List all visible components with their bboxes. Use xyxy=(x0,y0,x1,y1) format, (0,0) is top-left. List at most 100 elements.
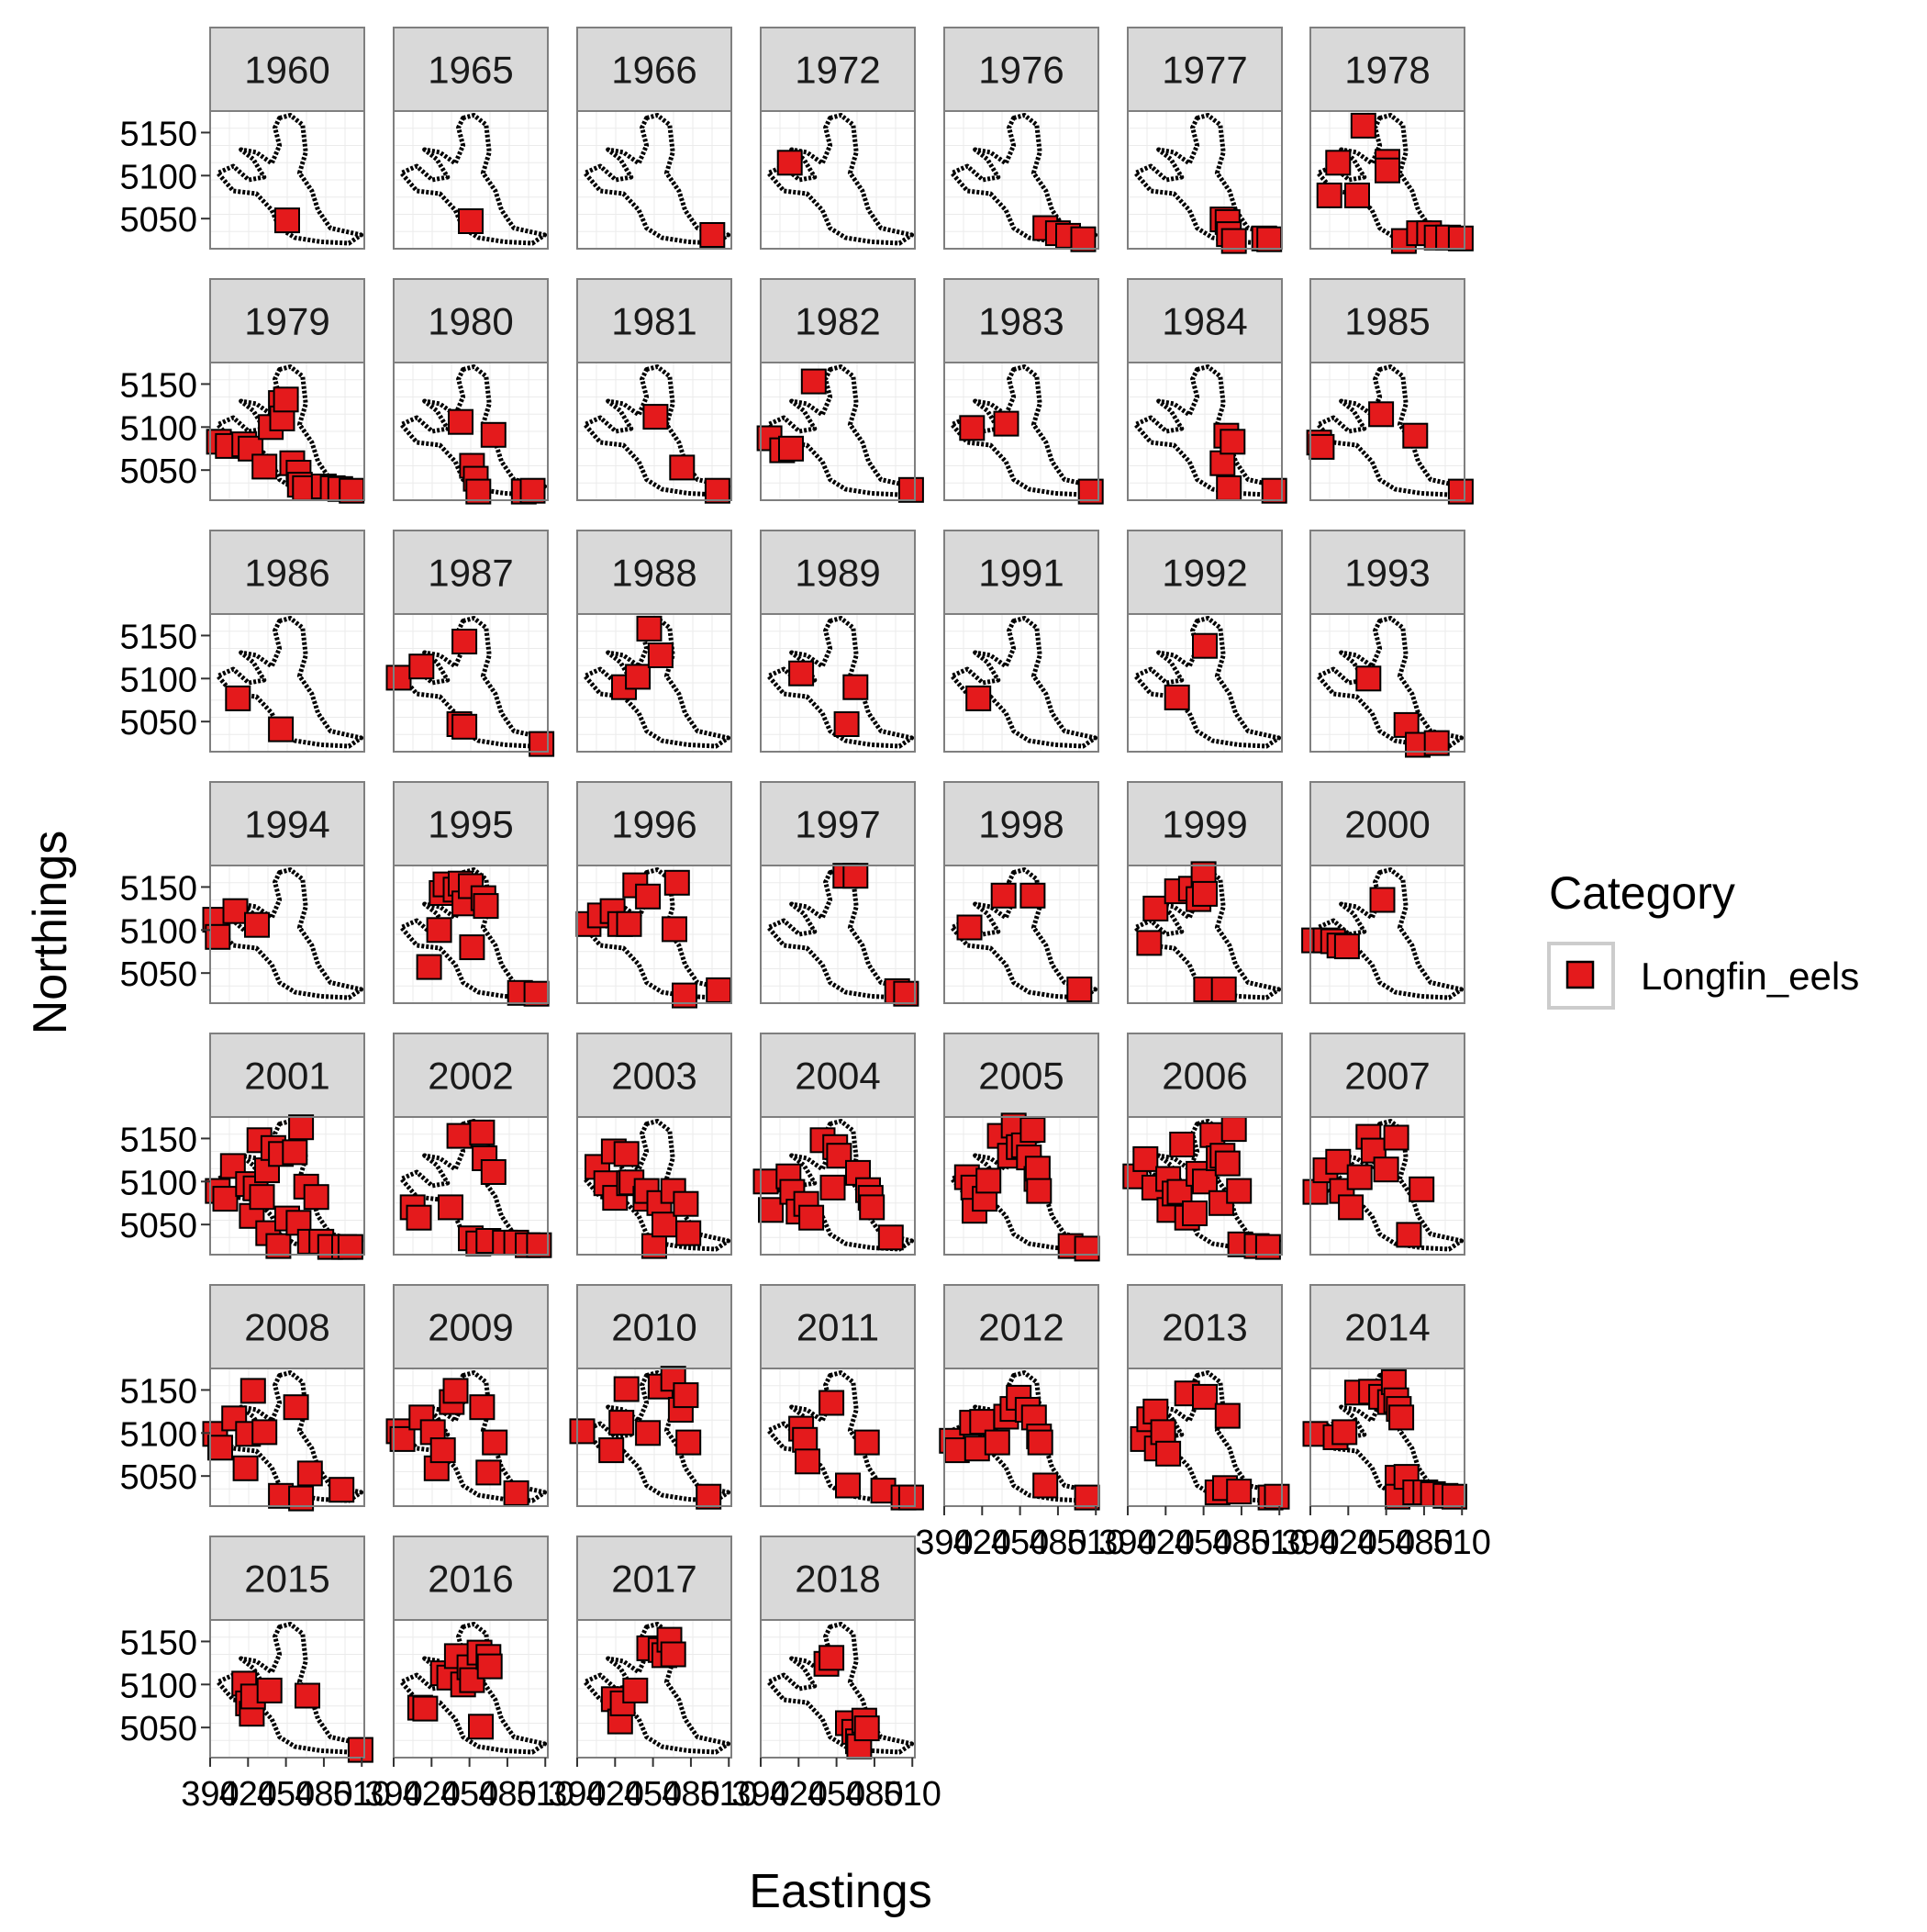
facet-plot-area xyxy=(1301,865,1465,1004)
facet-plot-area xyxy=(576,110,732,250)
panel-border xyxy=(209,1368,365,1507)
facet-plot-area xyxy=(385,613,555,757)
x-tick-label: 450 xyxy=(624,1775,682,1814)
legend-label: Longfin_eels xyxy=(1641,955,1859,998)
facet-strip xyxy=(943,1284,1099,1369)
facet-strip-label: 1977 xyxy=(1162,49,1247,92)
facet-strip xyxy=(576,781,732,866)
data-point xyxy=(239,1378,266,1404)
data-point xyxy=(635,883,662,910)
facet-panel-1985: 1985 xyxy=(1306,278,1474,505)
data-point xyxy=(212,1186,239,1212)
data-point xyxy=(446,1122,473,1149)
facet-strip xyxy=(209,1033,365,1118)
legend: Category Longfin_eels xyxy=(1547,867,1859,1010)
panel-border xyxy=(209,362,365,501)
data-point xyxy=(569,1418,596,1445)
facet-panel-1966: 1966 xyxy=(576,27,732,250)
data-point xyxy=(1338,1194,1364,1221)
data-point xyxy=(776,150,803,176)
data-point xyxy=(1383,1124,1409,1151)
data-point xyxy=(1447,225,1474,251)
facet-strip xyxy=(943,530,1099,615)
y-tick-label: 5150 xyxy=(119,869,197,908)
x-tick-label: 510 xyxy=(1067,1524,1125,1562)
data-point xyxy=(476,1653,503,1680)
panel-border xyxy=(760,1368,916,1507)
facet-strip-label: 1989 xyxy=(795,552,880,595)
y-tick-label: 5050 xyxy=(119,201,197,240)
panel-border xyxy=(760,613,916,753)
data-point xyxy=(1442,1483,1467,1510)
y-tick-label: 5100 xyxy=(119,158,197,196)
facet-strip xyxy=(1127,530,1283,615)
x-tick-label: 420 xyxy=(770,1775,828,1814)
facet-strip-label: 1996 xyxy=(611,803,696,846)
facet-plot-area: 5050 5100 5150 xyxy=(119,613,365,753)
lake-outline xyxy=(215,1370,364,1503)
panel-border xyxy=(1309,1368,1465,1507)
data-point xyxy=(662,916,687,943)
x-tick-label: 450 xyxy=(440,1775,498,1814)
data-point xyxy=(1396,1222,1422,1248)
data-point xyxy=(819,1174,846,1201)
panel-border xyxy=(1127,1116,1283,1256)
data-point xyxy=(1333,933,1360,960)
facet-strip-label: 1999 xyxy=(1162,803,1247,846)
data-point xyxy=(778,435,804,462)
facet-strip-label: 1982 xyxy=(795,300,880,343)
facet-panel-1965: 1965 xyxy=(393,27,549,250)
facet-plot-area: 5050 5100 5150 xyxy=(119,865,365,1004)
facet-strip-label: 1985 xyxy=(1344,300,1430,343)
facet-strip xyxy=(943,278,1099,363)
data-point xyxy=(1350,112,1376,139)
data-point xyxy=(622,1677,649,1703)
x-tick-label: 450 xyxy=(991,1524,1049,1562)
data-point xyxy=(268,716,295,743)
panel-border xyxy=(576,1619,732,1759)
x-tick-label: 420 xyxy=(219,1775,277,1814)
facet-strip-label: 2007 xyxy=(1344,1055,1430,1098)
panel-border xyxy=(1309,362,1465,501)
facet-plot-area xyxy=(1127,362,1287,504)
data-point xyxy=(482,1429,508,1456)
facet-panel-1994: 1994 5050 5100 5150 xyxy=(119,781,365,1004)
facet-panel-2001: 2001 5050 5100 5150 xyxy=(119,1033,365,1260)
data-point xyxy=(652,1212,677,1238)
data-point xyxy=(473,893,499,920)
facet-strip-label: 2017 xyxy=(611,1558,696,1601)
data-point xyxy=(469,1394,496,1421)
lake-outline xyxy=(949,616,1098,749)
facet-strip xyxy=(209,781,365,866)
data-point xyxy=(459,934,485,961)
facet-strip-label: 2009 xyxy=(428,1306,513,1349)
data-point xyxy=(635,1420,662,1446)
panel-border xyxy=(943,362,1099,501)
data-point xyxy=(274,207,300,234)
data-point xyxy=(1024,1156,1051,1182)
facet-plot-area xyxy=(1309,613,1465,758)
facet-strip xyxy=(760,781,916,866)
lake-outline xyxy=(765,1622,915,1755)
data-point xyxy=(788,660,815,687)
facet-strip-label: 2003 xyxy=(611,1055,696,1098)
facet-strip xyxy=(1309,1033,1465,1118)
data-point xyxy=(288,1114,315,1141)
panel-border xyxy=(576,1116,732,1256)
data-point xyxy=(758,1197,784,1223)
data-point xyxy=(1192,880,1218,907)
x-tick-label: 480 xyxy=(478,1775,536,1814)
facet-panel-1977: 1977 xyxy=(1127,27,1283,254)
facet-strip xyxy=(209,1284,365,1369)
data-point xyxy=(956,914,983,941)
data-point xyxy=(1264,1483,1290,1510)
facet-panel-2002: 2002 xyxy=(393,1033,552,1258)
facet-panel-1979: 1979 5050 5100 5150 xyxy=(119,278,365,504)
lake-outline xyxy=(949,867,1098,1000)
facet-strip xyxy=(393,781,549,866)
